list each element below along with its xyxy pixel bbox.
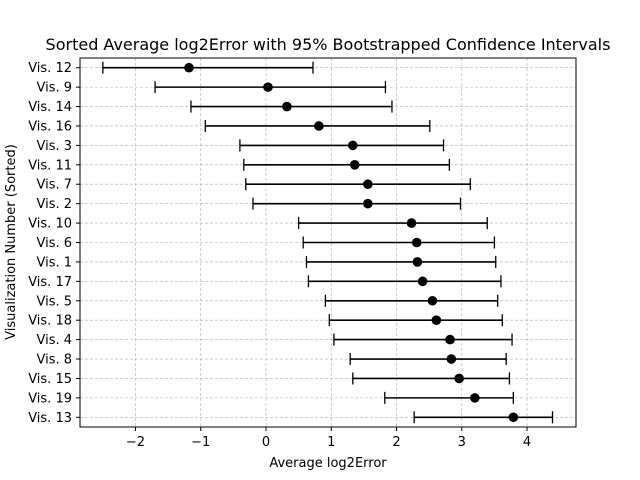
- mean-point: [363, 179, 373, 190]
- x-axis-label: Average log2Error: [269, 456, 387, 471]
- mean-point: [470, 393, 480, 403]
- y-tick-label: Vis. 9: [36, 81, 72, 96]
- x-tick-label: 1: [327, 435, 335, 450]
- mean-point: [314, 121, 324, 131]
- mean-point: [446, 354, 457, 364]
- x-tick-label: −2: [126, 435, 145, 450]
- y-tick-label: Vis. 7: [36, 178, 72, 193]
- x-tick-label: 0: [262, 435, 270, 450]
- y-axis-ticks: Vis. 12 Vis. 9 Vis. 14 Vis. 16 Vis. 3 Vis. 11…: [28, 61, 80, 426]
- x-tick-label: 3: [458, 435, 466, 450]
- y-tick-label: Vis. 17: [28, 275, 72, 290]
- mean-point: [349, 160, 360, 170]
- y-tick-label: Vis. 16: [28, 119, 72, 134]
- mean-point: [454, 373, 464, 384]
- x-axis-ticks: −2 −1 0 1 2 3 4: [126, 427, 531, 450]
- mean-point: [508, 412, 519, 423]
- mean-point: [406, 218, 417, 228]
- x-tick-label: 2: [392, 435, 400, 450]
- mean-point: [431, 315, 442, 325]
- y-tick-label: Vis. 15: [28, 372, 72, 387]
- mean-point: [282, 101, 292, 112]
- y-tick-label: Vis. 1: [36, 255, 72, 270]
- x-tick-label: 4: [523, 435, 531, 450]
- mean-point: [427, 295, 438, 306]
- y-tick-label: Vis. 13: [28, 411, 72, 426]
- mean-point: [363, 198, 373, 209]
- chart-marks: [102, 61, 554, 424]
- y-tick-label: Vis. 10: [28, 217, 72, 232]
- y-tick-label: Vis. 6: [36, 236, 72, 251]
- chart-title: Sorted Average log2Error with 95% Bootst…: [46, 35, 611, 54]
- y-tick-label: Vis. 18: [28, 314, 72, 329]
- x-tick-label: −1: [191, 435, 210, 450]
- mean-point: [263, 82, 273, 92]
- y-tick-label: Vis. 4: [36, 333, 72, 348]
- mean-point: [412, 257, 423, 267]
- y-tick-label: Vis. 3: [36, 139, 72, 154]
- mean-point: [184, 62, 194, 73]
- y-axis-label: Visualization Number (Sorted): [4, 144, 19, 340]
- y-tick-label: Vis. 8: [36, 353, 72, 368]
- y-tick-label: Vis. 2: [36, 197, 72, 212]
- y-tick-label: Vis. 14: [28, 100, 72, 115]
- y-tick-label: Vis. 12: [28, 61, 72, 76]
- mean-point: [348, 140, 358, 151]
- y-tick-label: Vis. 5: [36, 294, 72, 309]
- y-tick-label: Vis. 19: [28, 391, 72, 406]
- mean-point: [445, 334, 455, 345]
- y-tick-label: Vis. 11: [28, 158, 72, 173]
- mean-point: [417, 276, 428, 287]
- mean-point: [411, 237, 422, 248]
